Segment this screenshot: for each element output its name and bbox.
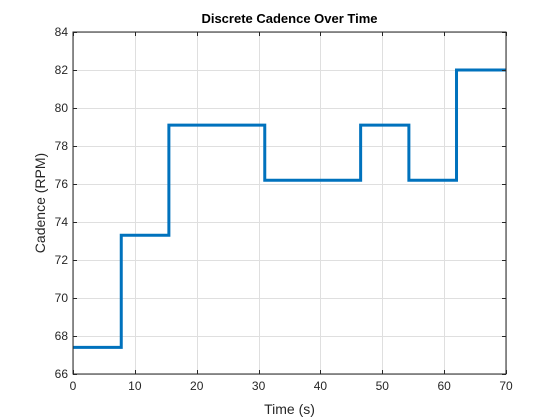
series-layer [73,68,506,349]
x-tick-label: 40 [314,379,328,393]
plot-area [73,32,506,374]
y-tick-label: 80 [55,101,69,115]
y-axis-label: Cadence (RPM) [32,153,48,253]
chart-title: Discrete Cadence Over Time [201,11,377,26]
y-tick-label: 72 [55,253,69,267]
x-axis-label: Time (s) [264,401,315,417]
cadence-series-line [73,68,506,349]
y-tick-label: 68 [55,329,69,343]
x-tick-label: 20 [190,379,204,393]
y-tick-label: 76 [55,177,69,191]
ticks: 0 10 20 30 40 50 60 70 66 68 70 72 74 76 78 80 82 84 [55,25,513,393]
y-tick-label: 66 [55,367,69,381]
x-tick-label: 10 [128,379,142,393]
x-tick-label: 50 [376,379,390,393]
y-tick-label: 78 [55,139,69,153]
x-tick-label: 30 [252,379,266,393]
y-tick-label: 82 [55,63,69,77]
y-tick-label: 70 [55,291,69,305]
x-tick-label: 70 [499,379,513,393]
x-tick-label: 0 [70,379,77,393]
y-tick-label: 74 [55,215,69,229]
x-tick-label: 60 [437,379,451,393]
axes-box [72,31,507,375]
y-tick-label: 84 [55,25,69,39]
